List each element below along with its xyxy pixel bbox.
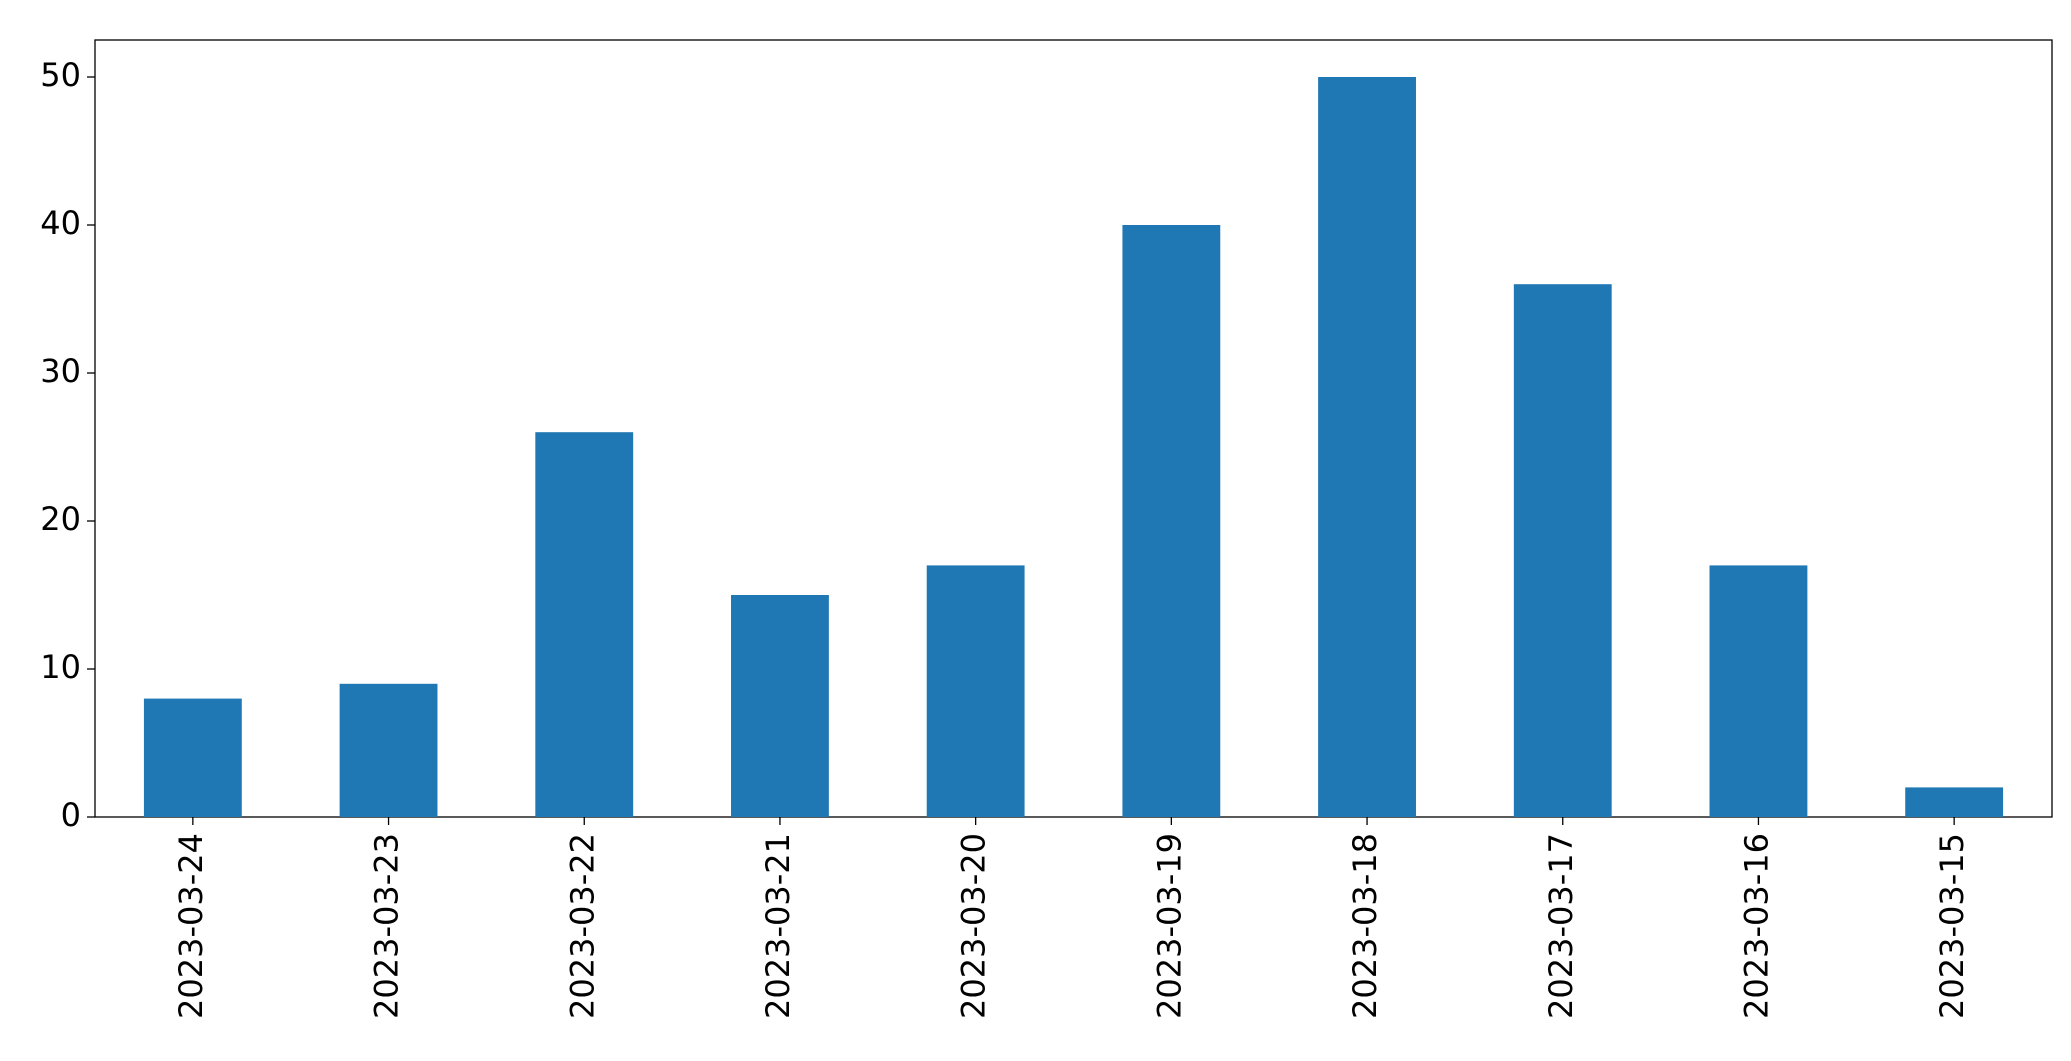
y-tick-label: 50 [40, 56, 81, 94]
bar [143, 698, 242, 817]
y-tick-label: 30 [40, 352, 81, 390]
x-tick-label: 2023-03-22 [563, 833, 601, 1019]
bar [731, 595, 829, 817]
plot-frame [94, 39, 2053, 818]
y-tick-label: 40 [40, 204, 81, 242]
bar [535, 432, 634, 817]
bar [1122, 225, 1221, 817]
bar [926, 565, 1025, 817]
y-tick-label: 0 [61, 796, 81, 834]
x-tick-label: 2023-03-15 [1933, 833, 1971, 1019]
x-tick-label: 2023-03-21 [759, 833, 797, 1019]
x-tick-label: 2023-03-16 [1737, 833, 1775, 1019]
bar [1709, 565, 1808, 817]
y-tick-label: 10 [40, 648, 81, 686]
y-tick-label: 20 [40, 500, 81, 538]
bar [1905, 787, 2004, 817]
bar [1318, 77, 1416, 817]
x-tick-label: 2023-03-23 [368, 833, 406, 1019]
x-tick-label: 2023-03-20 [955, 833, 993, 1019]
x-tick-label: 2023-03-18 [1346, 833, 1384, 1019]
bar [339, 683, 438, 817]
x-tick-label: 2023-03-19 [1150, 833, 1188, 1019]
x-tick-label: 2023-03-24 [172, 833, 210, 1019]
bar [1513, 284, 1612, 817]
x-tick-label: 2023-03-17 [1542, 833, 1580, 1019]
